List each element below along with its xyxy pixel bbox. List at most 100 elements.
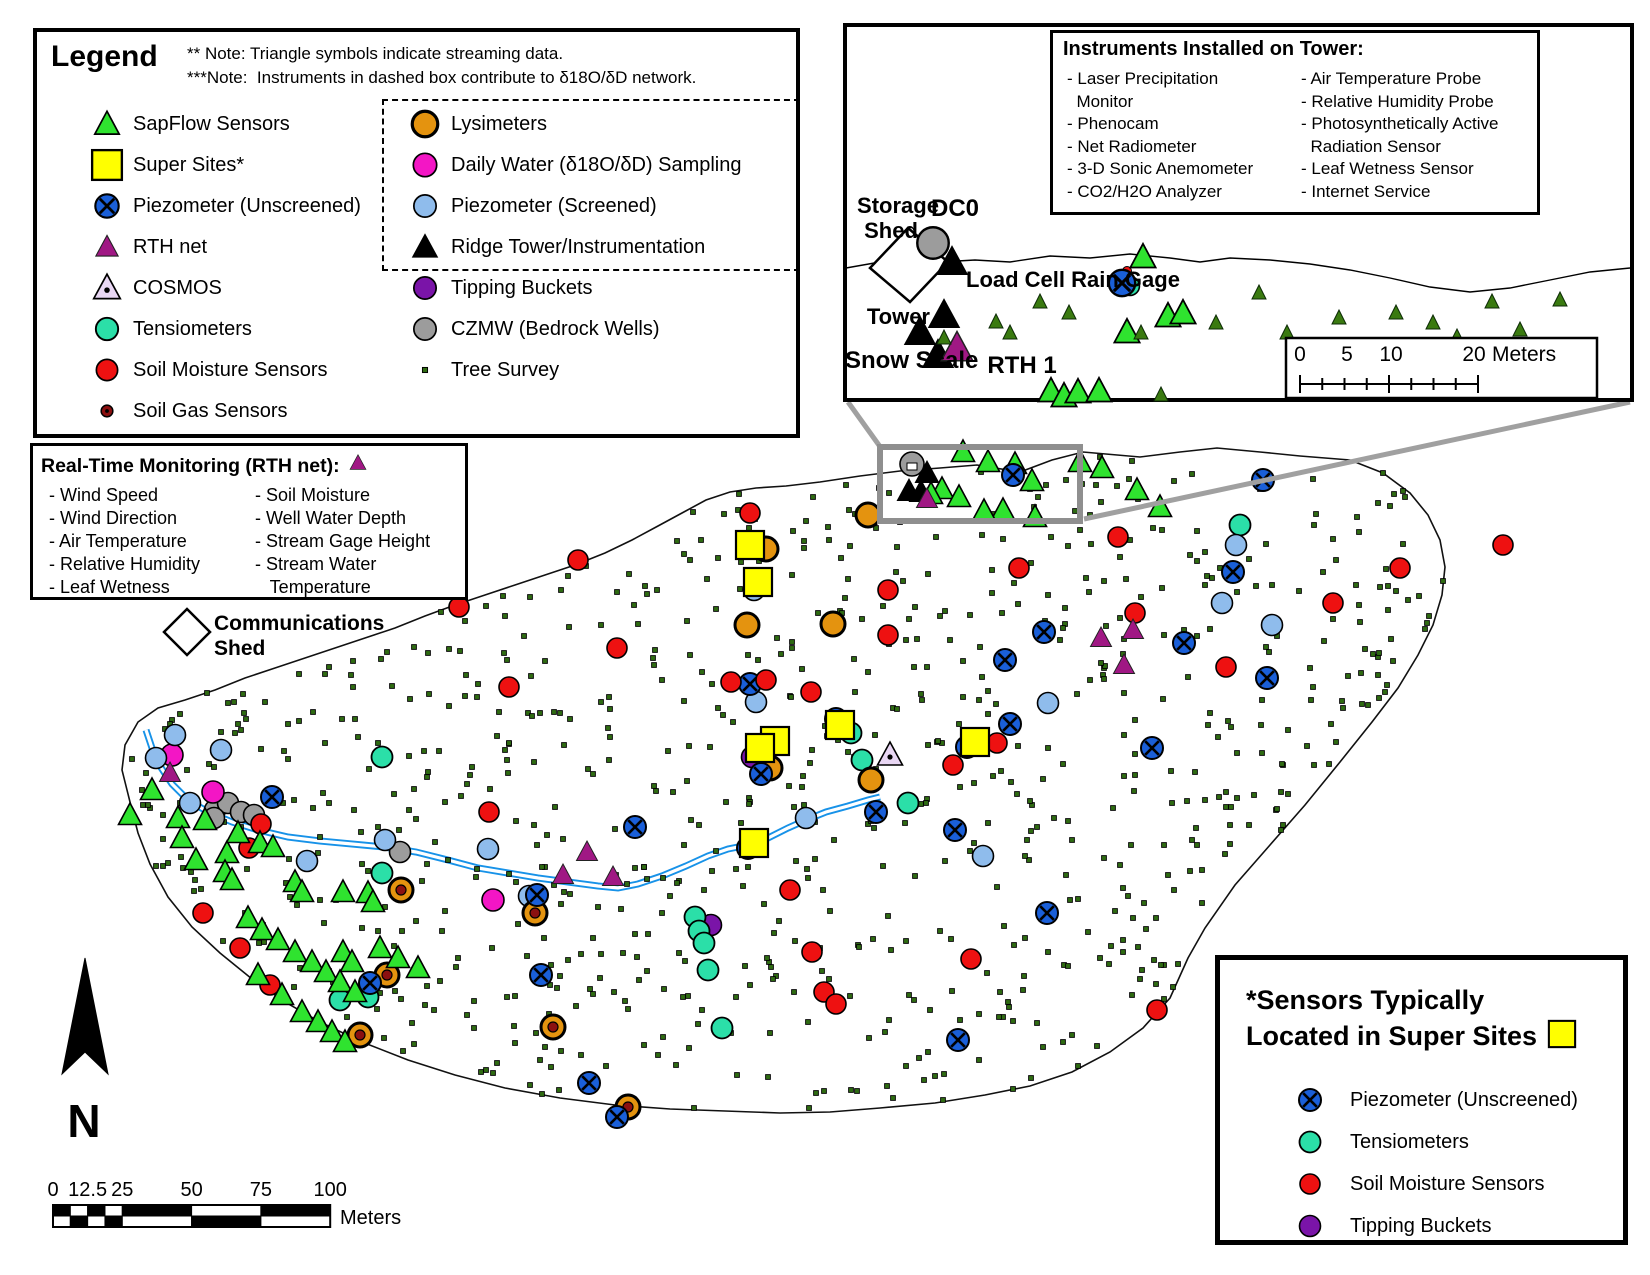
map-sym-treedot: [686, 1045, 692, 1051]
map-sym-treedot: [590, 991, 596, 997]
map-sym-treedot: [1222, 851, 1228, 857]
map-sym-treedot: [1223, 789, 1229, 795]
map-sym-treedot: [659, 677, 665, 683]
map-sym-treedot: [539, 864, 545, 870]
piezo_s-icon: [412, 193, 438, 219]
map-sym-treedot: [1063, 872, 1069, 878]
map-sym-treedot: [985, 688, 991, 694]
map-sym-treedot: [1356, 529, 1362, 535]
map-sym-treedot: [971, 780, 977, 786]
map-sym-treedot: [1112, 908, 1118, 914]
soilgas-icon: [89, 394, 125, 428]
map-sym-czmw: [916, 226, 950, 260]
map-sym-treedot: [578, 951, 584, 957]
map-sym-soilmoisture: [1389, 557, 1411, 579]
map-sym-treedot: [632, 931, 638, 937]
map-sym-treedot: [358, 829, 364, 835]
map-sym-treedot: [1330, 616, 1336, 622]
map-sym-treedot: [541, 935, 547, 941]
map-sym-treedot: [366, 766, 372, 772]
map-sym-treedot: [606, 694, 612, 700]
map-sym-treedot: [1028, 1075, 1034, 1081]
map-sym-soilmoisture: [1124, 602, 1146, 624]
map-sym-lysimeter: [733, 611, 761, 639]
map-sym-treedot: [462, 618, 468, 624]
rth-list-left: - Wind Speed - Wind Direction - Air Temp…: [49, 485, 201, 597]
map-sym-treedot: [903, 938, 909, 944]
snowscale-label: Snow Scale: [845, 347, 978, 374]
map-sym-treedot: [894, 544, 900, 550]
inset-scale-label-Meters: Meters: [1492, 343, 1556, 366]
main-scale-label-12.5: 12.5: [68, 1179, 107, 1201]
map-sym-treedot: [537, 710, 543, 716]
map-sym-soilmoisture: [1107, 526, 1129, 548]
map-sym-treedot: [1075, 1063, 1081, 1069]
map-sym-treedot: [1060, 625, 1066, 631]
map-sym-soilmoisture: [801, 941, 823, 963]
map-sym-treedot: [651, 662, 657, 668]
map-sym-treedot: [682, 958, 688, 964]
map-sym-treedot: [1087, 677, 1093, 683]
map-sym-treedot: [665, 748, 671, 754]
map-sym-treedot: [774, 635, 780, 641]
map-sym-treedot: [436, 748, 442, 754]
map-sym-treedot: [310, 709, 316, 715]
map-sym-treedot: [1383, 566, 1389, 572]
map-sym-treedot: [764, 955, 770, 961]
map-sym-treedot: [967, 612, 973, 618]
map-symbols: [117, 438, 1514, 1129]
map-sym-piezo_u: [864, 800, 888, 824]
map-sym-treedot: [661, 986, 667, 992]
map-sym-treedot: [490, 1070, 496, 1076]
map-sym-treedot: [587, 986, 593, 992]
map-sym-treedot: [1285, 727, 1291, 733]
map-sym-treedot: [1228, 724, 1234, 730]
map-sym-sapflow: [289, 998, 315, 1023]
inset-scale-bar: 0 5 10 20 Meters: [1284, 336, 1599, 400]
map-sym-treedot: [789, 572, 795, 578]
map-sym-treedot: [1194, 558, 1200, 564]
map-sym-soilmoisture: [1299, 1173, 1321, 1195]
map-sym-treedot: [737, 586, 743, 592]
lysimeter-icon: [410, 109, 440, 139]
map-sym-treedot: [686, 743, 692, 749]
map-sym-sapflow: [946, 483, 972, 508]
map-sym-cosmos: [876, 740, 904, 766]
map-sym-treedot: [688, 817, 694, 823]
tipping-icon: [1292, 1210, 1328, 1242]
watershed-outline: [121, 447, 1446, 1114]
map-sym-treedot: [1117, 862, 1123, 868]
map-sym-treedot: [515, 921, 521, 927]
map-sym-treedot: [206, 761, 212, 767]
map-sym-treedot: [1391, 491, 1397, 497]
map-sym-treedot: [561, 889, 567, 895]
map-sym-treedot: [548, 962, 554, 968]
map-sym-treedot: [1279, 761, 1285, 767]
map-sym-treedot: [1141, 900, 1147, 906]
treedot-icon: [407, 353, 443, 387]
map-sym-treedot: [1083, 575, 1089, 581]
map-sym-sapflow: [183, 846, 209, 871]
map-sym-treedot: [831, 837, 837, 843]
map-sym-treedot: [776, 918, 782, 924]
rth-icon: [349, 453, 367, 470]
map-sym-treedot: [698, 537, 704, 543]
map-sym-treedot: [942, 858, 948, 864]
map-sym-treedot: [1011, 942, 1017, 948]
map-sym-treedot: [1263, 644, 1269, 650]
map-sym-treedot: [778, 651, 784, 657]
map-sym-treedot: [655, 1052, 661, 1058]
map-sym-treedot: [1117, 554, 1123, 560]
map-sym-treedot: [1045, 745, 1051, 751]
map-sym-tensiometer: [1228, 513, 1252, 537]
map-sym-sapflow: [990, 496, 1016, 521]
map-sym-treedot: [659, 910, 665, 916]
map-sym-treedot: [1311, 762, 1317, 768]
map-sym-treedot: [626, 571, 632, 577]
map-sym-treedot: [1103, 623, 1109, 629]
map-sym-treedot: [996, 1014, 1002, 1020]
map-sym-treedot: [1132, 717, 1138, 723]
map-sym-treedot: [1102, 663, 1108, 669]
map-sym-treedot: [660, 875, 666, 881]
map-sym-treedot: [1086, 589, 1092, 595]
